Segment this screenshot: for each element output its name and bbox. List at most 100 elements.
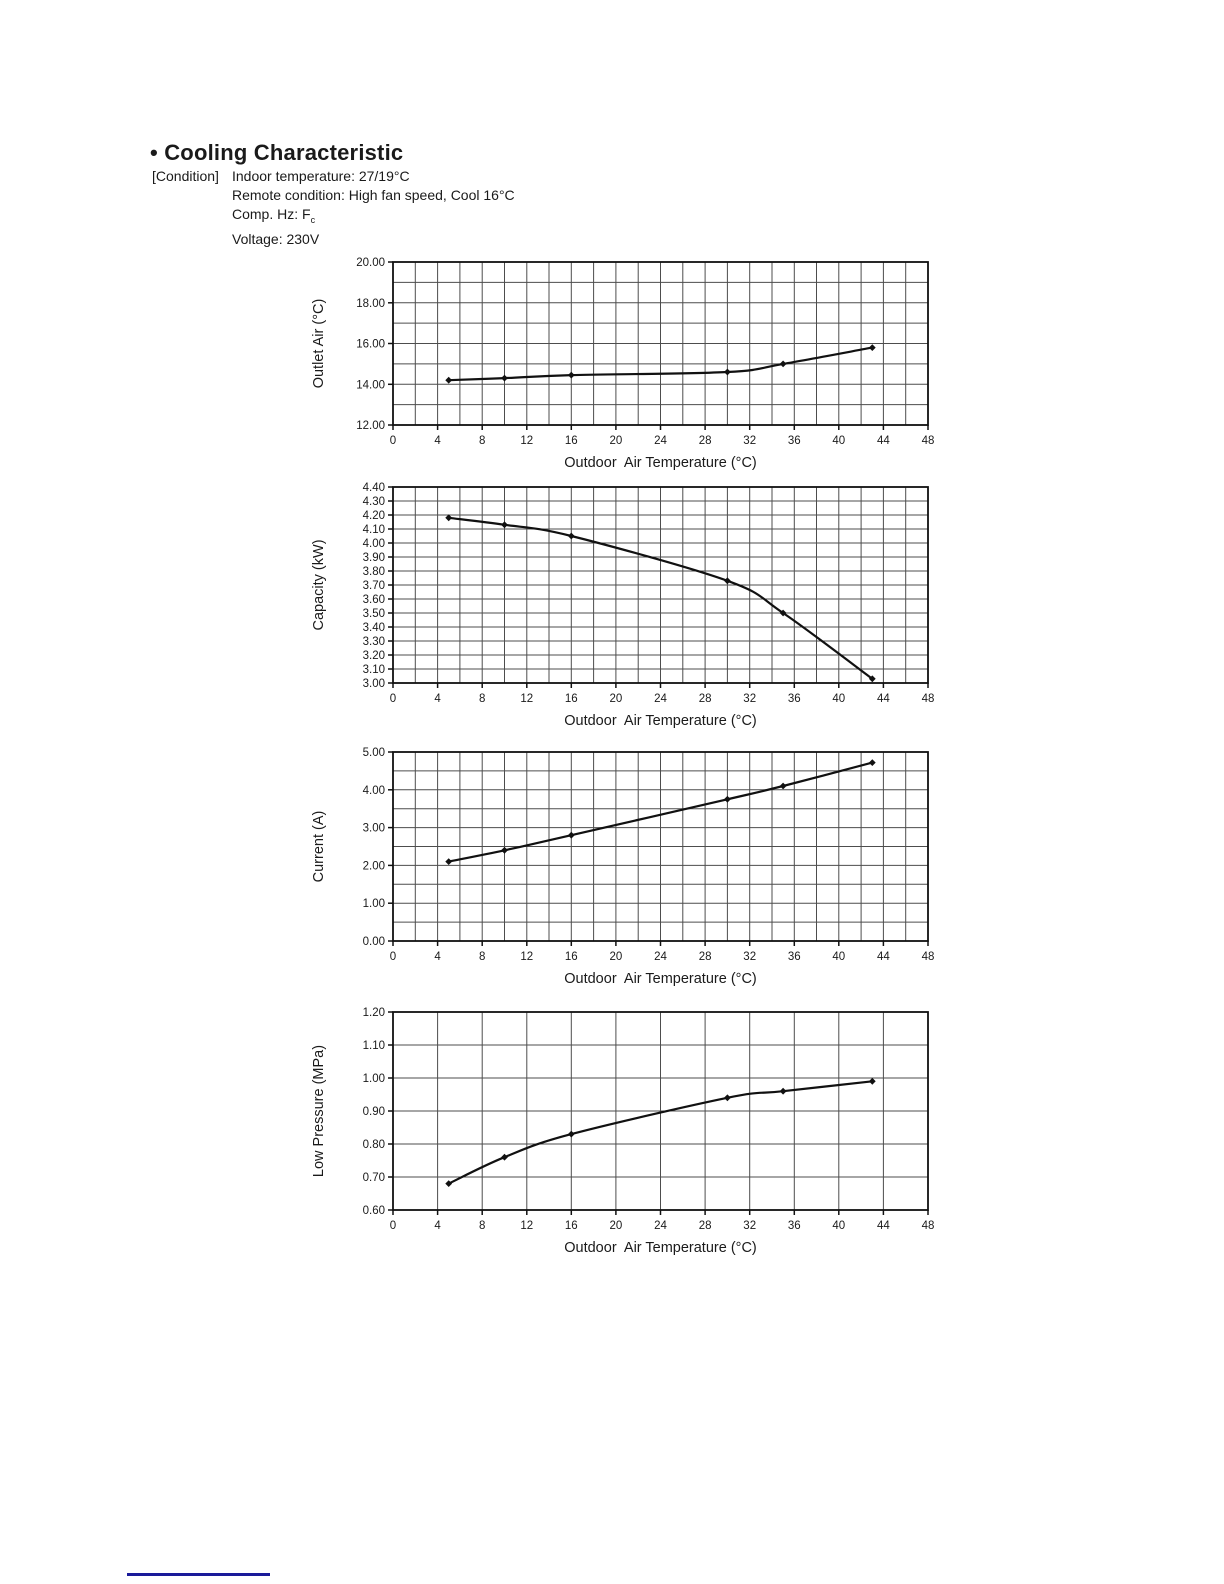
y-tick-label: 4.40 xyxy=(363,482,385,494)
x-tick-label: 0 xyxy=(390,1220,396,1232)
x-axis-title: Outdoor Air Temperature (°C) xyxy=(564,455,757,471)
x-tick-label: 28 xyxy=(699,1220,712,1232)
y-tick-label: 14.00 xyxy=(356,379,385,391)
data-point xyxy=(445,514,453,522)
x-tick-label: 0 xyxy=(390,435,396,447)
x-tick-label: 0 xyxy=(390,693,396,705)
data-points xyxy=(445,344,876,384)
x-tick-label: 8 xyxy=(479,435,485,447)
current-chart: 0 4 8 12 16 20 24 28 32 36 40 44 48 0.00 1.00 2.00 3.00 4… xyxy=(290,742,980,996)
condition-remote: Remote condition: High fan speed, Cool 1… xyxy=(232,187,515,203)
data-point xyxy=(779,609,787,617)
x-tick-label: 32 xyxy=(743,1220,756,1232)
data-point xyxy=(445,376,453,384)
x-tick-label: 4 xyxy=(434,1220,441,1232)
data-point xyxy=(724,795,731,803)
x-tick-label: 0 xyxy=(390,951,396,963)
y-tick-label: 4.20 xyxy=(363,510,385,522)
x-tick-label: 20 xyxy=(610,951,623,963)
y-tick-label: 1.10 xyxy=(363,1040,385,1052)
y-tick-label: 16.00 xyxy=(356,339,385,351)
y-tick-label: 3.10 xyxy=(363,664,385,676)
x-tick-label: 8 xyxy=(479,693,485,705)
y-tick-label: 5.00 xyxy=(363,747,385,759)
y-tick-label: 1.00 xyxy=(363,1073,385,1085)
title-bullet-icon: • xyxy=(150,139,158,165)
condition-line-1: [Condition] Indoor temperature: 27/19°C xyxy=(152,167,515,186)
x-tick-label: 40 xyxy=(832,951,845,963)
data-point xyxy=(501,1153,508,1161)
x-tick-label: 32 xyxy=(743,435,756,447)
y-axis-ticks: 0.00 1.00 2.00 3.00 4.00 5.00 xyxy=(363,747,393,948)
x-tick-label: 16 xyxy=(565,951,578,963)
x-tick-label: 40 xyxy=(832,435,845,447)
y-axis-title: Capacity (kW) xyxy=(311,539,327,630)
x-tick-label: 36 xyxy=(788,435,801,447)
x-tick-label: 28 xyxy=(699,435,712,447)
x-axis-ticks: 0 4 8 12 16 20 24 28 32 36 40 44 48 xyxy=(390,941,934,963)
x-axis-ticks: 0 4 8 12 16 20 24 28 32 36 40 44 48 xyxy=(390,683,934,705)
x-tick-label: 20 xyxy=(610,435,623,447)
x-axis-ticks: 0 4 8 12 16 20 24 28 32 36 40 44 48 xyxy=(390,425,935,447)
y-axis-title: Current (A) xyxy=(311,811,327,883)
y-tick-label: 3.00 xyxy=(363,678,385,690)
y-tick-label: 3.60 xyxy=(363,594,385,606)
y-axis-ticks: 12.00 14.00 16.00 18.00 20.00 xyxy=(356,257,393,432)
y-axis-title: Low Pressure (MPa) xyxy=(311,1045,327,1177)
y-tick-label: 2.00 xyxy=(363,860,385,872)
x-tick-label: 44 xyxy=(877,435,890,447)
x-tick-label: 28 xyxy=(699,951,712,963)
x-tick-label: 48 xyxy=(922,1220,935,1232)
y-tick-label: 3.80 xyxy=(363,566,385,578)
y-tick-label: 3.50 xyxy=(363,608,385,620)
gridlines xyxy=(393,262,928,425)
data-point xyxy=(779,782,787,790)
x-tick-label: 32 xyxy=(743,951,756,963)
chart-svg: 0 4 8 12 16 20 24 28 32 36 40 44 4812.0014.0016.0018… xyxy=(311,257,935,471)
x-tick-label: 24 xyxy=(654,693,667,705)
data-point xyxy=(501,374,508,382)
y-tick-label: 3.90 xyxy=(363,552,385,564)
x-tick-label: 44 xyxy=(877,693,890,705)
x-tick-label: 20 xyxy=(610,1220,623,1232)
y-tick-label: 0.70 xyxy=(363,1172,385,1184)
x-tick-label: 44 xyxy=(877,951,890,963)
x-tick-label: 16 xyxy=(565,693,578,705)
data-point xyxy=(501,846,508,854)
condition-voltage: Voltage: 230V xyxy=(232,230,320,247)
condition-comp-hz: Comp. Hz: Fc xyxy=(232,206,316,225)
data-point xyxy=(779,1087,787,1095)
page-title-text: Cooling Characteristic xyxy=(164,139,404,165)
y-tick-label: 20.00 xyxy=(356,257,385,269)
x-tick-label: 8 xyxy=(479,951,485,963)
y-tick-label: 4.00 xyxy=(363,538,385,550)
y-tick-label: 4.00 xyxy=(363,785,385,797)
data-point xyxy=(868,759,876,766)
gridlines xyxy=(393,1012,928,1210)
data-point xyxy=(567,831,575,839)
x-axis-title: Outdoor Air Temperature (°C) xyxy=(564,713,757,729)
y-axis-ticks: 0.60 0.70 0.80 0.90 1.00 1.10 1.20 xyxy=(363,1007,393,1217)
data-point xyxy=(868,1077,876,1085)
y-tick-label: 4.30 xyxy=(363,496,385,508)
x-tick-label: 24 xyxy=(654,1220,667,1232)
y-tick-label: 4.10 xyxy=(363,524,385,536)
x-tick-label: 48 xyxy=(922,435,935,447)
chart-svg: 0 4 8 12 16 20 24 28 32 36 40 44 480.600.700.800.901… xyxy=(311,1007,935,1256)
data-point xyxy=(724,577,731,585)
data-point xyxy=(567,1130,575,1138)
condition-block: [Condition] Indoor temperature: 27/19°C R… xyxy=(152,167,515,249)
x-tick-label: 40 xyxy=(832,693,845,705)
y-tick-label: 18.00 xyxy=(356,298,385,310)
x-tick-label: 36 xyxy=(788,1220,801,1232)
x-tick-label: 12 xyxy=(520,1220,533,1232)
x-tick-label: 16 xyxy=(565,435,578,447)
x-tick-label: 28 xyxy=(699,693,712,705)
y-tick-label: 1.20 xyxy=(363,1007,385,1019)
condition-label: [Condition] xyxy=(152,168,219,184)
data-point xyxy=(445,858,453,865)
page-title: • Cooling Characteristic xyxy=(150,140,403,166)
chart-svg: 0 4 8 12 16 20 24 28 32 36 40 44 483.003.103.203.303… xyxy=(311,482,934,729)
data-point xyxy=(567,532,575,540)
data-point xyxy=(868,675,876,683)
